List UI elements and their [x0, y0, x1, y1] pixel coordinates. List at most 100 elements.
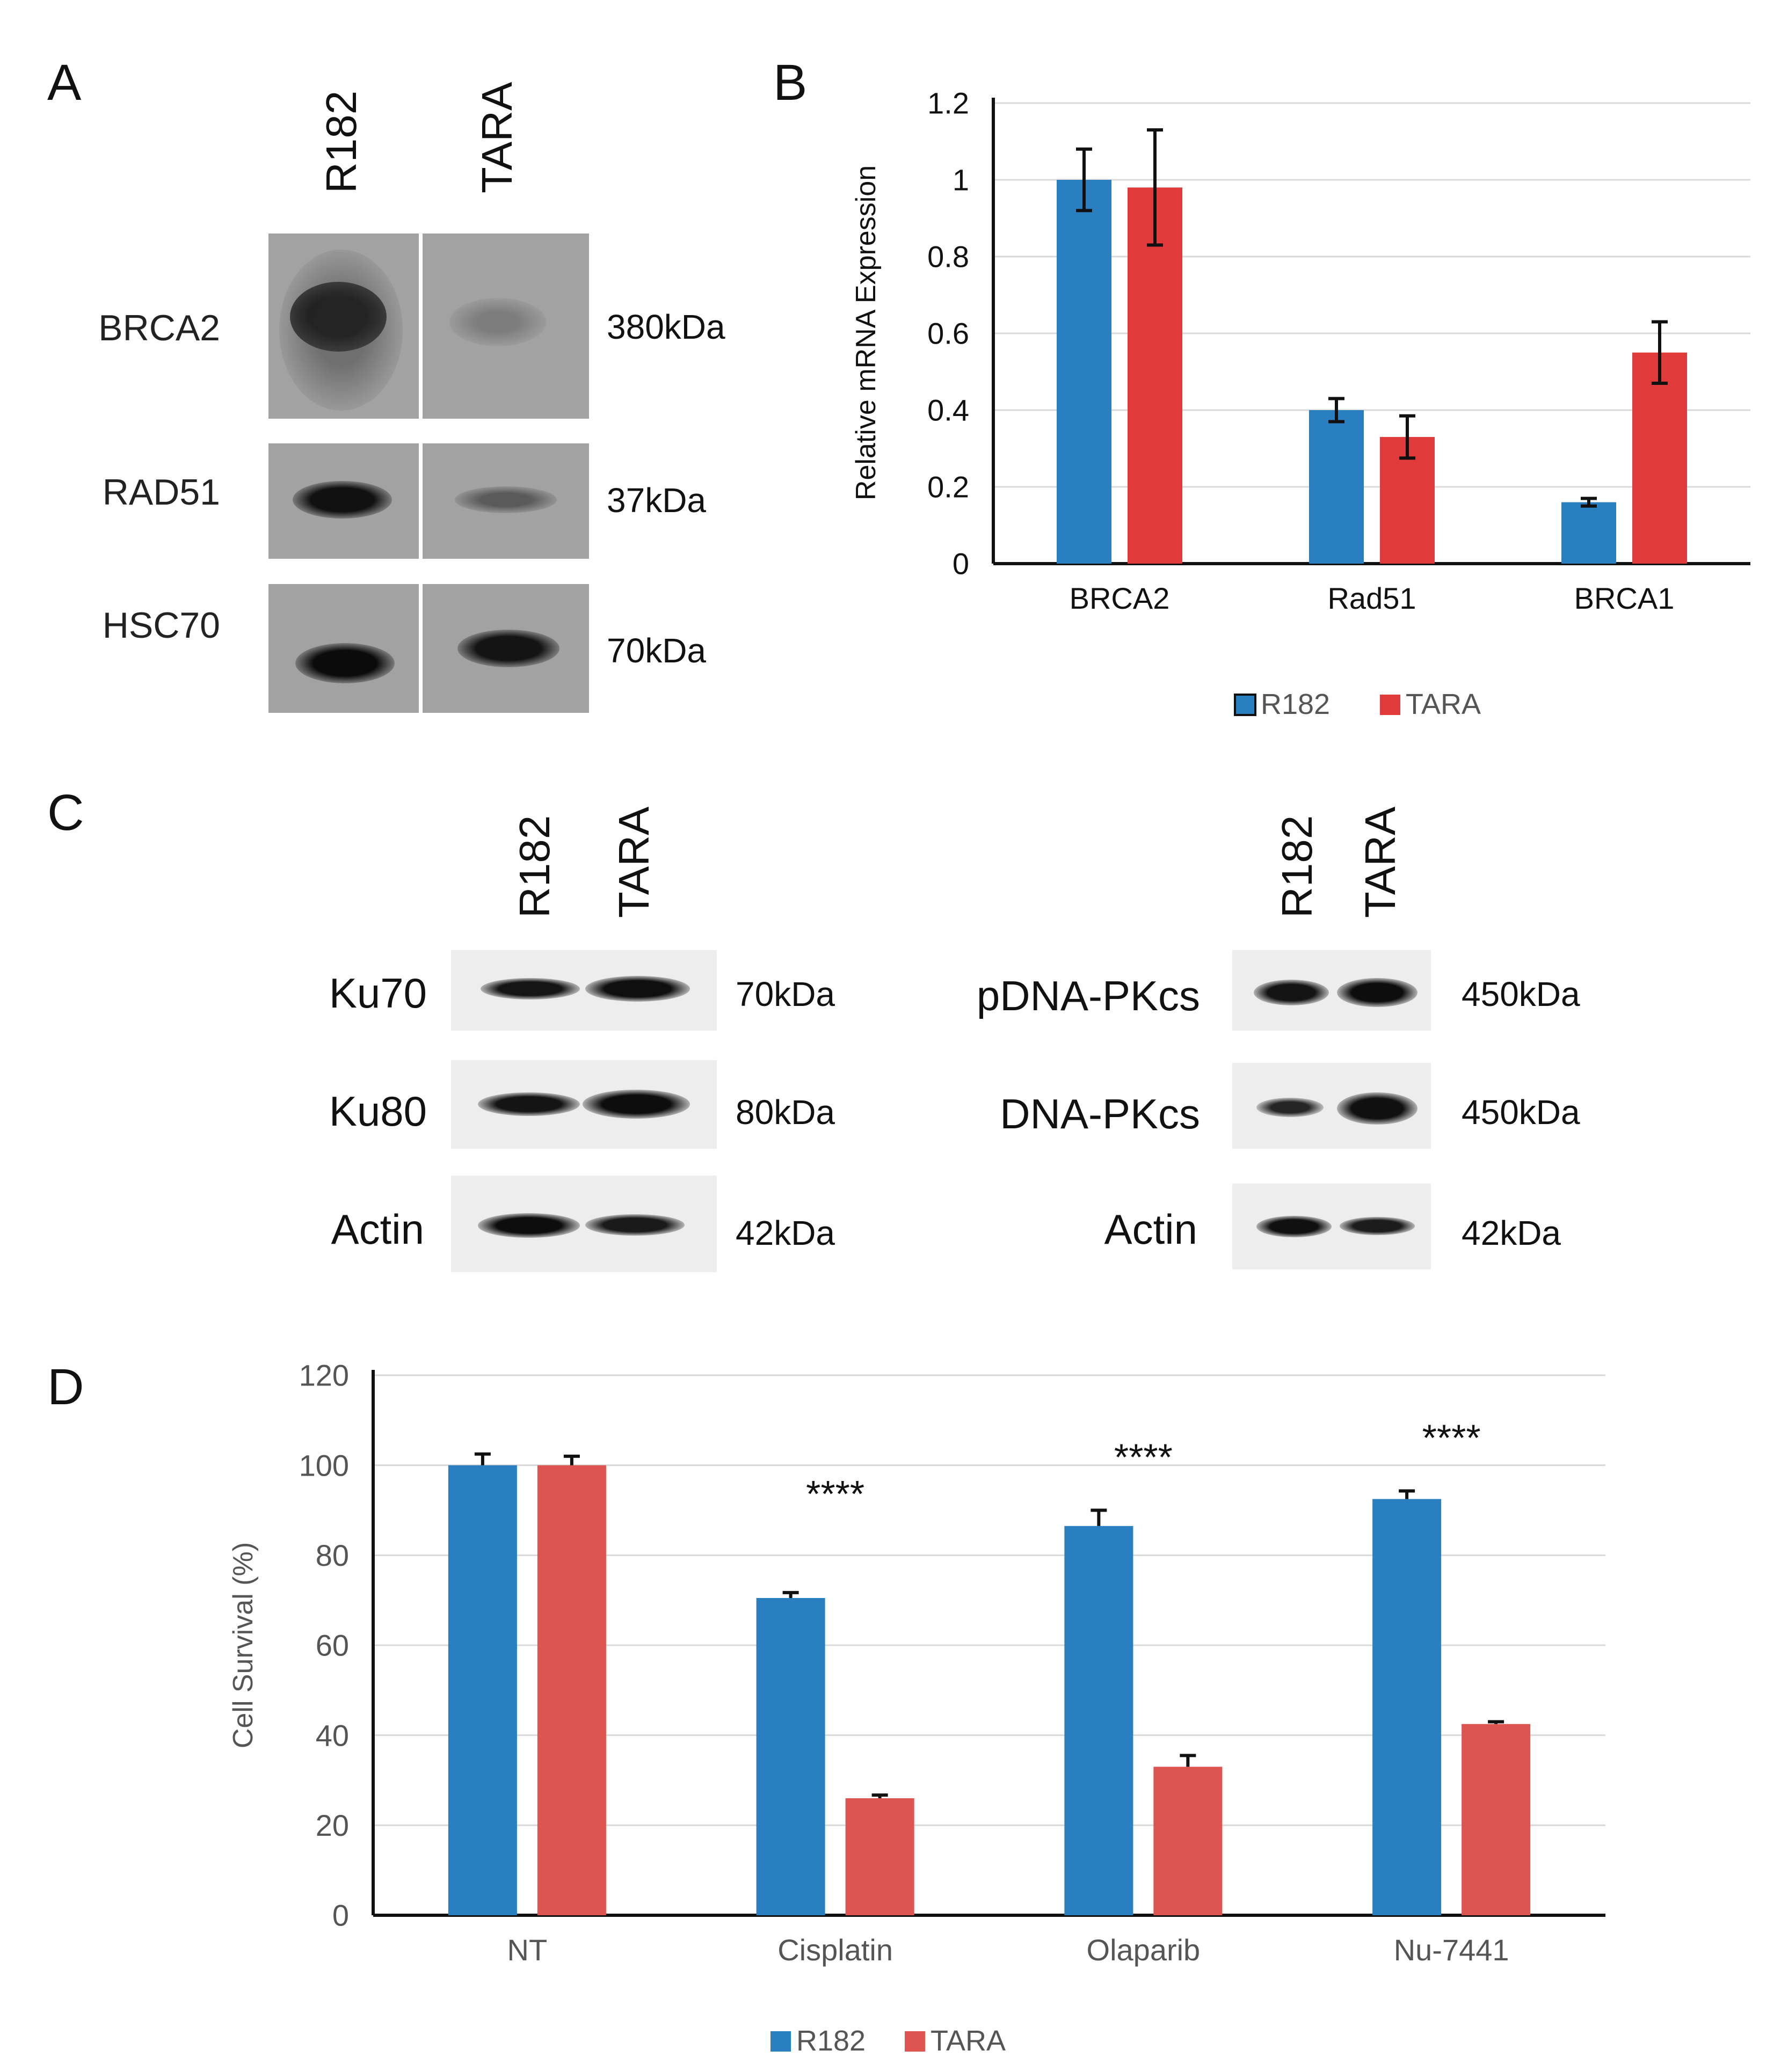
bar-r182 — [448, 1465, 517, 1915]
band — [585, 1214, 685, 1236]
lane-label-c-right-r182: R182 — [1273, 815, 1321, 918]
chart-b: 0 0.2 0.4 0.6 0.8 1 1.2 Relative mRNA Expressio… — [850, 86, 1750, 720]
blot-rad51-tara — [423, 443, 589, 559]
band — [455, 486, 557, 513]
band — [583, 1090, 690, 1119]
panel-a-letter: A — [47, 54, 82, 111]
blot-hsc70-r182 — [268, 584, 419, 713]
band — [481, 978, 580, 999]
bar-tara — [1153, 1767, 1223, 1915]
band — [449, 298, 546, 346]
band — [293, 481, 392, 519]
y-tick-label: 20 — [316, 1808, 349, 1842]
x-tick-label: Cisplatin — [777, 1933, 893, 1967]
blot-actin-left — [451, 1176, 717, 1272]
bar-r182 — [1561, 502, 1616, 564]
x-tick-label: Nu-7441 — [1394, 1933, 1509, 1967]
x-tick-label: Rad51 — [1327, 581, 1416, 615]
bar-tara — [845, 1798, 914, 1915]
y-tick-label: 1 — [953, 163, 969, 197]
kda-label-actin-right: 42kDa — [1462, 1214, 1561, 1252]
bar-r182 — [1372, 1499, 1442, 1915]
lane-label-c-left-r182: R182 — [511, 815, 558, 918]
band — [1337, 1092, 1417, 1125]
legend-swatch-r182 — [1234, 694, 1256, 716]
significance-label: **** — [1114, 1436, 1173, 1478]
y-tick-label: 0 — [332, 1899, 349, 1932]
band — [1256, 1216, 1332, 1237]
kda-label-pdna-pkcs: 450kDa — [1462, 975, 1580, 1013]
x-tick-label: BRCA1 — [1574, 581, 1675, 615]
legend-label-tara: TARA — [931, 2025, 1006, 2057]
blot-ku80 — [451, 1060, 717, 1149]
bar-r182 — [1057, 180, 1111, 564]
chart-d: 0 20 40 60 80 100 120 Cell Survival (%) NT Cispla… — [228, 1359, 1605, 2057]
y-tick-label: 120 — [299, 1359, 349, 1392]
kda-label-actin-left: 42kDa — [736, 1214, 835, 1252]
protein-label-brca2: BRCA2 — [98, 308, 220, 348]
x-tick-label: BRCA2 — [1070, 581, 1170, 615]
bar-tara — [1128, 187, 1182, 564]
bar-tara — [1632, 352, 1687, 564]
y-tick-label: 80 — [316, 1538, 349, 1572]
legend-swatch-r182 — [770, 2031, 791, 2052]
y-tick-label: 1.2 — [927, 86, 969, 120]
kda-label-ku80: 80kDa — [736, 1093, 835, 1132]
legend-swatch-tara — [1380, 695, 1400, 715]
legend-label-r182: R182 — [1261, 688, 1330, 720]
protein-label-pdna-pkcs: pDNA-PKcs — [976, 972, 1200, 1019]
bar-r182 — [756, 1597, 825, 1915]
blot-actin-right — [1232, 1184, 1431, 1270]
y-tick-label: 0.2 — [927, 470, 969, 504]
band — [478, 1092, 580, 1116]
bar-tara — [1462, 1724, 1531, 1915]
protein-label-rad51: RAD51 — [102, 472, 220, 513]
panel-b-letter: B — [773, 54, 808, 111]
kda-label-ku70: 70kDa — [736, 975, 835, 1013]
band — [478, 1213, 580, 1238]
significance-label: **** — [1422, 1417, 1481, 1458]
lane-label-c-right-tara: TARA — [1356, 806, 1404, 918]
blot-pdna-pkcs — [1232, 950, 1431, 1031]
blot-brca2-tara — [423, 234, 589, 419]
kda-label-hsc70: 70kDa — [607, 631, 706, 670]
lane-label-c-left-tara: TARA — [610, 806, 658, 918]
kda-label-brca2: 380kDa — [607, 308, 725, 346]
protein-label-actin-left: Actin — [331, 1206, 424, 1253]
lane-label-tara: TARA — [473, 82, 521, 193]
lane-label-r182: R182 — [317, 90, 365, 193]
y-axis-title: Cell Survival (%) — [228, 1542, 259, 1748]
legend-label-r182: R182 — [796, 2025, 866, 2057]
protein-label-ku80: Ku80 — [329, 1088, 427, 1135]
legend-label-tara: TARA — [1406, 688, 1481, 720]
protein-label-dna-pkcs: DNA-PKcs — [1000, 1090, 1200, 1137]
band — [295, 643, 395, 683]
kda-label-rad51: 37kDa — [607, 481, 706, 520]
y-tick-label: 0.8 — [927, 240, 969, 274]
band — [1256, 1098, 1324, 1117]
y-tick-label: 100 — [299, 1448, 349, 1482]
kda-label-dna-pkcs: 450kDa — [1462, 1093, 1580, 1132]
blot-rad51-r182 — [268, 443, 419, 559]
band — [1340, 1217, 1415, 1235]
y-axis-title: Relative mRNA Expression — [850, 165, 882, 500]
bar-tara — [537, 1465, 606, 1915]
band — [1254, 980, 1329, 1005]
blot-dna-pkcs — [1232, 1063, 1431, 1149]
significance-label: **** — [806, 1473, 864, 1515]
y-tick-label: 0.6 — [927, 317, 969, 351]
band — [1337, 978, 1417, 1007]
bar-r182 — [1064, 1526, 1133, 1915]
protein-label-actin-right: Actin — [1104, 1206, 1197, 1253]
panel-d-letter: D — [47, 1359, 84, 1416]
band — [457, 630, 559, 667]
band — [279, 250, 403, 411]
blot-ku70 — [451, 950, 717, 1031]
bar-r182 — [1309, 410, 1364, 564]
y-tick-label: 40 — [316, 1718, 349, 1752]
legend-swatch-tara — [905, 2031, 925, 2052]
protein-label-ku70: Ku70 — [329, 969, 427, 1017]
protein-label-hsc70: HSC70 — [102, 605, 220, 646]
blot-hsc70-tara — [423, 584, 589, 713]
band — [585, 976, 690, 1002]
